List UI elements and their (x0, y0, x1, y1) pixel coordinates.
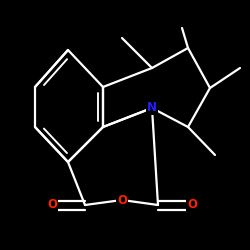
Text: O: O (47, 198, 57, 211)
Text: O: O (117, 194, 127, 206)
Text: O: O (187, 198, 197, 211)
Text: N: N (147, 102, 157, 114)
